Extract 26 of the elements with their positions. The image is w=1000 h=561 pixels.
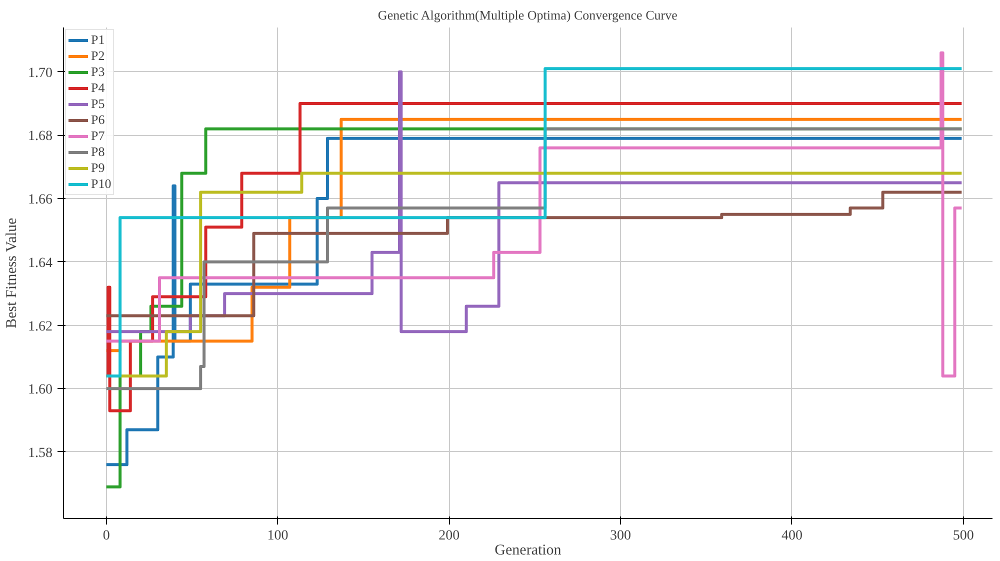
- legend-label: P10: [91, 176, 112, 192]
- x-tick-label: 0: [102, 528, 110, 544]
- legend-label: P8: [91, 144, 105, 160]
- x-tick-label: 400: [781, 528, 802, 544]
- x-tick-label: 300: [610, 528, 632, 544]
- y-tick-label: 1.68: [28, 129, 52, 144]
- legend-label: P5: [91, 96, 105, 112]
- x-tick-label: 200: [438, 528, 460, 544]
- legend-label: P2: [91, 48, 105, 64]
- x-tick-label: 500: [952, 528, 974, 544]
- legend-label: P4: [91, 80, 105, 96]
- legend-label: P6: [91, 112, 105, 128]
- y-axis-title: Best Fitness Value: [4, 218, 20, 328]
- y-tick-label: 1.62: [28, 319, 52, 334]
- legend-label: P3: [91, 64, 105, 80]
- legend-label: P9: [91, 160, 105, 176]
- y-tick-label: 1.58: [28, 446, 52, 461]
- y-tick-label: 1.64: [28, 256, 52, 271]
- y-tick-label: 1.70: [28, 66, 52, 81]
- chart-title: Genetic Algorithm(Multiple Optima) Convergence Curve: [378, 8, 678, 22]
- y-tick-label: 1.66: [28, 192, 52, 208]
- x-axis-title: Generation: [494, 542, 562, 558]
- x-tick-label: 100: [267, 528, 288, 544]
- legend-label: P1: [91, 32, 105, 48]
- y-tick-label: 1.60: [28, 382, 52, 398]
- legend-label: P7: [91, 128, 105, 144]
